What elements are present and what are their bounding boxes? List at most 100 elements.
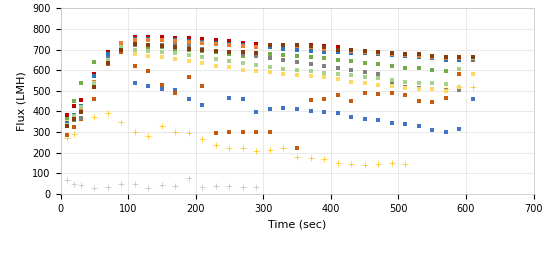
Point [346,47,355,52]
Point [76,98,85,102]
Point [130,43,139,48]
Point [414,66,423,70]
Point [63,112,72,117]
Point [306,48,315,53]
Point [157,35,166,39]
Point [117,47,126,52]
Point [320,45,328,50]
Point [441,86,450,91]
Point [239,52,248,56]
Point [414,55,423,59]
Point [441,89,450,93]
Point [198,37,207,42]
Point [279,52,288,57]
Point [401,52,410,56]
Point [252,50,261,55]
Point [346,162,355,166]
Point [252,53,261,58]
Point [171,43,180,48]
Point [346,59,355,63]
Point [225,65,234,69]
Point [157,124,166,128]
Point [279,72,288,76]
Point [157,82,166,87]
Point [239,184,248,189]
Point [333,77,342,82]
Point [198,137,207,142]
Point [63,136,72,140]
Point [320,75,328,79]
Point [414,124,423,128]
Point [468,57,477,61]
Point [320,97,328,101]
Point [184,39,193,43]
Point [320,44,328,49]
Point [70,114,79,119]
Point [293,53,301,58]
Point [346,50,355,55]
Point [70,117,79,122]
Point [346,114,355,119]
Point [103,62,112,66]
Point [239,43,248,48]
Point [252,148,261,153]
Point [333,47,342,52]
Point [239,68,248,72]
Point [252,69,261,73]
Point [468,58,477,62]
Point [468,84,477,89]
Point [212,143,221,148]
Point [76,105,85,109]
Point [76,104,85,109]
Point [171,36,180,40]
Point [117,119,126,124]
Point [198,55,207,59]
Point [306,43,315,48]
Point [184,46,193,51]
Point [428,53,437,58]
Point [468,55,477,59]
Point [70,117,79,122]
Point [252,63,261,67]
Point [239,41,248,46]
Point [103,53,112,58]
Point [103,49,112,54]
Point [212,49,221,54]
Point [70,125,79,129]
Point [293,73,301,78]
Point [346,99,355,103]
Point [184,97,193,101]
Point [333,161,342,165]
Point [401,52,410,57]
Point [428,100,437,104]
Point [387,120,396,125]
Point [414,53,423,58]
Point [279,67,288,71]
Point [184,59,193,63]
Point [171,46,180,51]
Point [252,45,261,50]
Point [333,58,342,62]
Point [401,122,410,126]
Point [212,48,221,53]
Point [266,147,274,152]
Point [279,58,288,62]
Point [306,109,315,114]
Point [76,116,85,121]
Point [117,49,126,54]
Point [171,91,180,95]
Point [239,61,248,65]
Point [90,82,98,87]
Y-axis label: Flux (LMH): Flux (LMH) [16,71,27,131]
Point [360,91,369,95]
Point [320,71,328,75]
Point [103,49,112,54]
Point [252,130,261,134]
Point [144,43,153,48]
Point [225,52,234,56]
Point [225,43,234,48]
Point [360,51,369,55]
Point [70,132,79,136]
Point [428,55,437,59]
Point [171,130,180,134]
